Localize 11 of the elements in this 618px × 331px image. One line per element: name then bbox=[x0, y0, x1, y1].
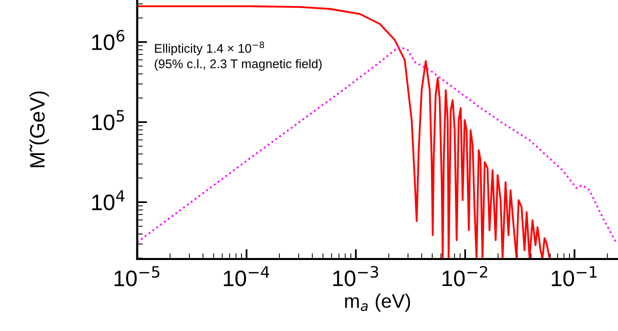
x-tick-label: 10$^{−4}$ bbox=[224, 266, 270, 286]
y-tick-label: 10$^{4}$ bbox=[92, 190, 124, 210]
y-axis-title: M̃ (GeV) bbox=[29, 91, 49, 168]
x-axis-title: m$_{a}$ (eV) bbox=[345, 294, 410, 312]
y-tick-label: 10$^{5}$ bbox=[92, 110, 124, 130]
x-tick-label: 10$^{−3}$ bbox=[333, 266, 378, 286]
x-tick-label: 10$^{−5}$ bbox=[114, 266, 160, 286]
text: Ellipticity 1.4 × 10$^{−8}$ (95% c.l., 2.3 T magnetic field) bbox=[154, 41, 322, 71]
x-tick-label: 10$^{−2}$ bbox=[442, 266, 488, 286]
x-tick-label: 10$^{−1}$ bbox=[552, 266, 597, 286]
y-tick-label: 10$^{6}$ bbox=[92, 30, 124, 50]
